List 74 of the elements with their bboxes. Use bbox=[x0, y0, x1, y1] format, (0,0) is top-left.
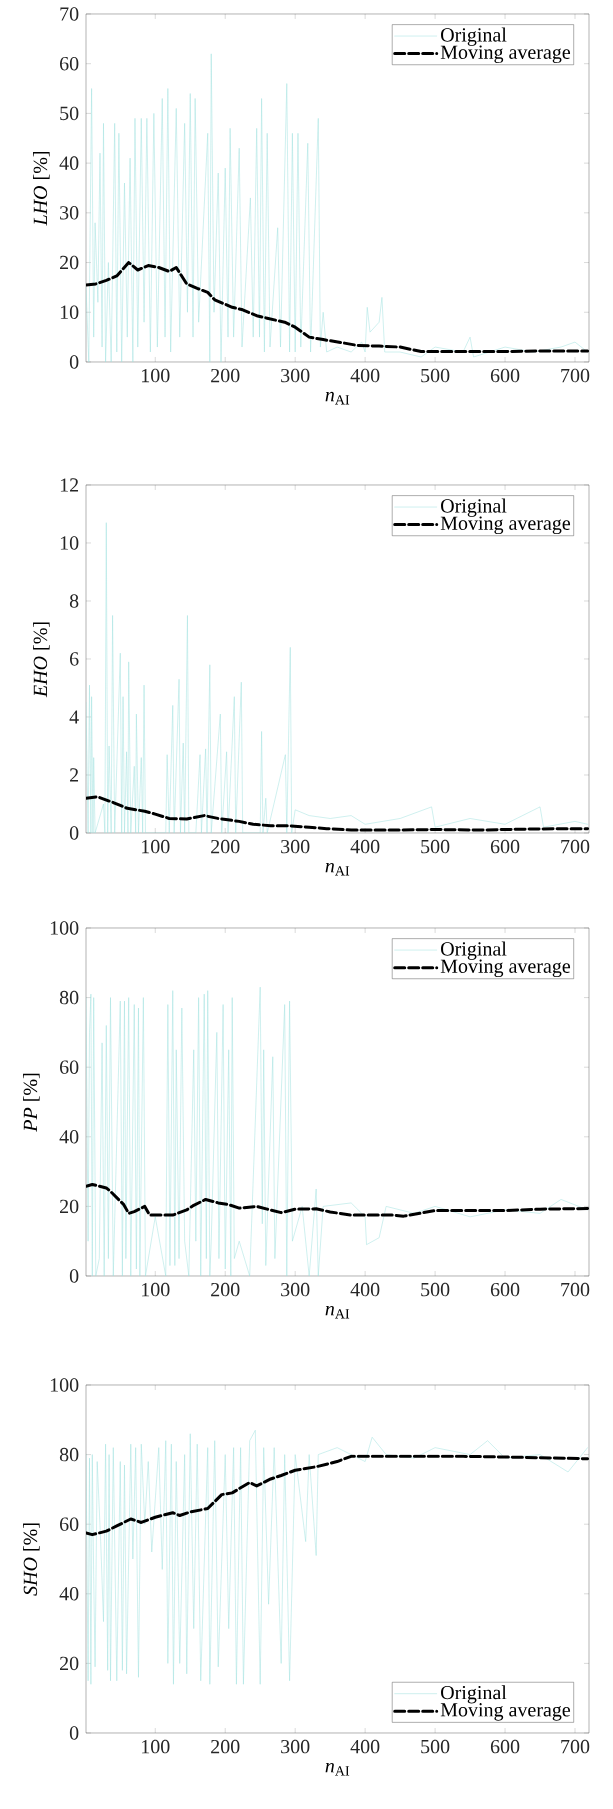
legend-label: Moving average bbox=[440, 959, 571, 978]
y-tick-label: 0 bbox=[69, 1269, 79, 1283]
x-tick-label: 300 bbox=[281, 1282, 310, 1297]
y-tick-label: 70 bbox=[60, 7, 79, 21]
x-tick-label: 600 bbox=[490, 1739, 520, 1754]
y-tick-label: 4 bbox=[69, 710, 79, 724]
x-tick-label: 200 bbox=[211, 839, 240, 854]
x-tick-label: 400 bbox=[350, 368, 380, 383]
y-tick-label: 100 bbox=[50, 1378, 79, 1392]
x-tick-label: 100 bbox=[142, 839, 170, 854]
y-tick-label: 40 bbox=[59, 1130, 79, 1144]
x-tick-label: 700 bbox=[561, 1282, 590, 1297]
x-tick-label: 700 bbox=[561, 368, 590, 383]
line-series bbox=[86, 1429, 588, 1685]
line-series bbox=[86, 986, 588, 1276]
x-tick-label: 300 bbox=[281, 368, 310, 383]
x-tick-label: 600 bbox=[490, 839, 520, 854]
x-tick-label: 700 bbox=[561, 839, 590, 854]
legend-label: Original bbox=[441, 27, 507, 46]
x-tick-label: 200 bbox=[211, 368, 240, 383]
y-tick-label: 20 bbox=[60, 1656, 79, 1671]
x-axis-title: n$_{AI}$ bbox=[325, 862, 350, 876]
y-tick-label: 60 bbox=[60, 1517, 79, 1531]
x-tick-label: 400 bbox=[350, 839, 380, 854]
x-tick-label: 100 bbox=[142, 1739, 170, 1754]
x-tick-label: 500 bbox=[421, 1739, 450, 1754]
x-tick-label: 200 bbox=[211, 1739, 240, 1754]
x-axis-title: n$_{AI}$ bbox=[325, 1762, 350, 1776]
y-tick-label: 60 bbox=[60, 56, 79, 71]
y-tick-label: 30 bbox=[60, 206, 79, 220]
x-tick-label: 600 bbox=[490, 1282, 520, 1297]
legend-label: Moving average bbox=[440, 45, 571, 64]
y-axis-title: PP [%] bbox=[23, 1073, 40, 1132]
x-tick-label: 300 bbox=[281, 1739, 310, 1754]
y-axis-title: SHO [%] bbox=[23, 1523, 40, 1596]
x-tick-label: 400 bbox=[350, 1739, 380, 1754]
y-tick-label: 0 bbox=[69, 355, 79, 369]
x-tick-label: 100 bbox=[142, 368, 170, 383]
x-tick-label: 500 bbox=[421, 839, 450, 854]
y-tick-label: 0 bbox=[69, 1726, 79, 1740]
x-tick-label: 300 bbox=[281, 839, 310, 854]
y-tick-label: 0 bbox=[69, 826, 79, 840]
y-tick-label: 80 bbox=[59, 990, 79, 1005]
legend-label: Moving average bbox=[440, 1703, 571, 1721]
y-tick-label: 50 bbox=[60, 106, 79, 121]
x-axis-title: n$_{AI}$ bbox=[325, 1305, 350, 1319]
y-tick-label: 80 bbox=[59, 1447, 79, 1462]
y-tick-label: 20 bbox=[60, 255, 79, 270]
y-tick-label: 10 bbox=[60, 536, 79, 550]
y-tick-label: 6 bbox=[70, 652, 79, 666]
y-tick-label: 2 bbox=[70, 768, 79, 782]
x-tick-label: 200 bbox=[211, 1282, 240, 1297]
y-tick-label: 40 bbox=[59, 1587, 79, 1601]
y-tick-label: 20 bbox=[60, 1199, 79, 1214]
x-axis-title: n$_{AI}$ bbox=[325, 391, 350, 405]
y-tick-label: 40 bbox=[59, 156, 79, 170]
legend-label: Original bbox=[441, 941, 507, 960]
y-axis-title: EHO [%] bbox=[33, 622, 50, 698]
x-tick-label: 700 bbox=[561, 1739, 590, 1754]
x-tick-label: 600 bbox=[490, 368, 520, 383]
legend-label: Original bbox=[441, 498, 507, 517]
x-tick-label: 500 bbox=[421, 1282, 450, 1297]
y-tick-label: 100 bbox=[50, 921, 79, 935]
x-tick-label: 500 bbox=[421, 368, 450, 383]
y-tick-label: 8 bbox=[69, 594, 79, 608]
y-tick-label: 10 bbox=[60, 305, 79, 319]
legend-label: Original bbox=[441, 1685, 507, 1704]
y-tick-label: 12 bbox=[60, 478, 79, 492]
x-tick-label: 100 bbox=[142, 1282, 170, 1297]
line-series bbox=[86, 795, 590, 832]
legend-label: Moving average bbox=[440, 516, 571, 535]
y-tick-label: 60 bbox=[60, 1060, 79, 1074]
y-axis-title: LHO [%] bbox=[33, 151, 50, 226]
x-tick-label: 400 bbox=[350, 1282, 380, 1297]
